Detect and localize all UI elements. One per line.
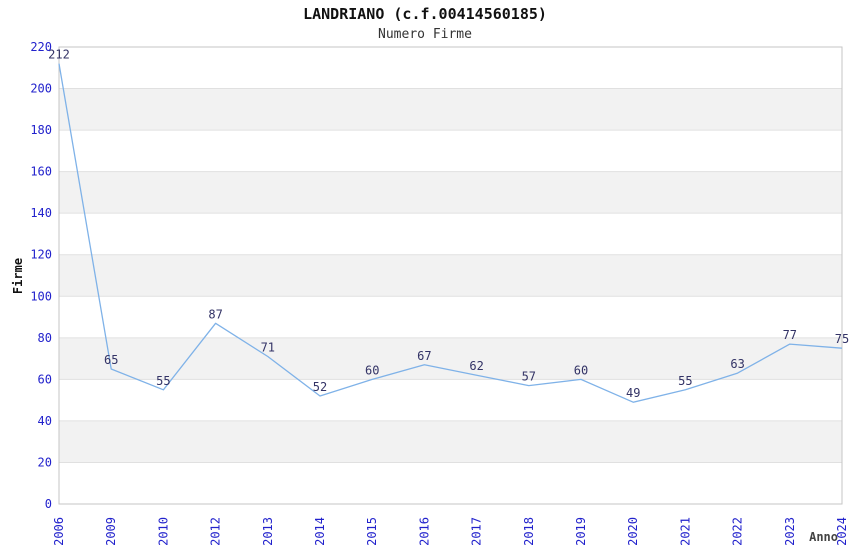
chart-subtitle: Numero Firme [378, 27, 472, 42]
plot-band [59, 213, 842, 255]
x-tick-label: 2023 [783, 517, 797, 546]
plot-band [59, 462, 842, 504]
value-label: 60 [574, 363, 588, 377]
x-tick-label: 2014 [313, 517, 327, 546]
plot-band [59, 88, 842, 131]
series-line [58, 63, 843, 403]
plot-band [59, 171, 842, 214]
plot-band [59, 130, 842, 172]
value-label: 71 [261, 341, 275, 355]
value-label: 60 [365, 363, 379, 377]
y-tick-label: 220 [30, 40, 52, 54]
value-label: 49 [626, 386, 640, 400]
y-tick-label: 80 [38, 331, 52, 345]
y-tick-label: 120 [30, 248, 52, 262]
x-axis-tick-labels: 2006 2009 2010 2012 2013 2014 2015 2016 2017 2018… [52, 517, 849, 546]
gridlines [59, 88, 842, 463]
y-axis-title: Firme [11, 258, 25, 294]
y-tick-label: 100 [30, 289, 52, 303]
x-tick-label: 2010 [156, 517, 170, 546]
value-label: 62 [469, 359, 483, 373]
x-tick-label: 2021 [678, 517, 692, 546]
y-tick-label: 140 [30, 206, 52, 220]
series-line-group [58, 63, 843, 403]
plot-band [59, 420, 842, 463]
value-label: 52 [313, 380, 327, 394]
x-tick-label: 2013 [261, 517, 275, 546]
plot-band [59, 47, 842, 89]
plot-bands [59, 47, 842, 504]
value-label: 212 [48, 48, 70, 62]
x-tick-label: 2009 [104, 517, 118, 546]
x-tick-label: 2006 [52, 517, 66, 546]
y-tick-label: 200 [30, 82, 52, 96]
value-label: 65 [104, 353, 118, 367]
value-label: 63 [730, 357, 744, 371]
x-tick-label: 2024 [835, 517, 849, 546]
chart-title: LANDRIANO (c.f.00414560185) [303, 5, 547, 23]
value-label: 67 [417, 349, 431, 363]
plot-band [59, 254, 842, 297]
value-labels: 212 65 55 87 71 52 60 67 62 57 60 49 55 63 77 75 [48, 48, 849, 401]
plot-band [59, 379, 842, 421]
value-label: 55 [678, 374, 692, 388]
plot-band [59, 337, 842, 380]
value-label: 57 [522, 370, 536, 384]
y-tick-label: 20 [38, 456, 52, 470]
value-label: 75 [835, 332, 849, 346]
y-tick-label: 0 [45, 497, 52, 511]
y-axis-tick-labels: 0 20 40 60 80 100 120 140 160 180 200 220 [30, 40, 52, 511]
y-tick-label: 60 [38, 372, 52, 386]
x-tick-label: 2019 [574, 517, 588, 546]
y-tick-label: 180 [30, 123, 52, 137]
x-tick-label: 2018 [522, 517, 536, 546]
plot-border-rect [58, 46, 843, 505]
x-tick-label: 2016 [417, 517, 431, 546]
x-axis-title: Anno [809, 530, 838, 544]
plot-border [58, 46, 843, 505]
y-tick-label: 160 [30, 165, 52, 179]
x-tick-label: 2020 [626, 517, 640, 546]
x-tick-label: 2012 [209, 517, 223, 546]
value-label: 55 [156, 374, 170, 388]
value-label: 87 [208, 307, 222, 321]
x-tick-label: 2022 [731, 517, 745, 546]
plot-band [59, 296, 842, 338]
value-label: 77 [783, 328, 797, 342]
y-tick-label: 40 [38, 414, 52, 428]
x-tick-label: 2015 [365, 517, 379, 546]
x-tick-label: 2017 [470, 517, 484, 546]
